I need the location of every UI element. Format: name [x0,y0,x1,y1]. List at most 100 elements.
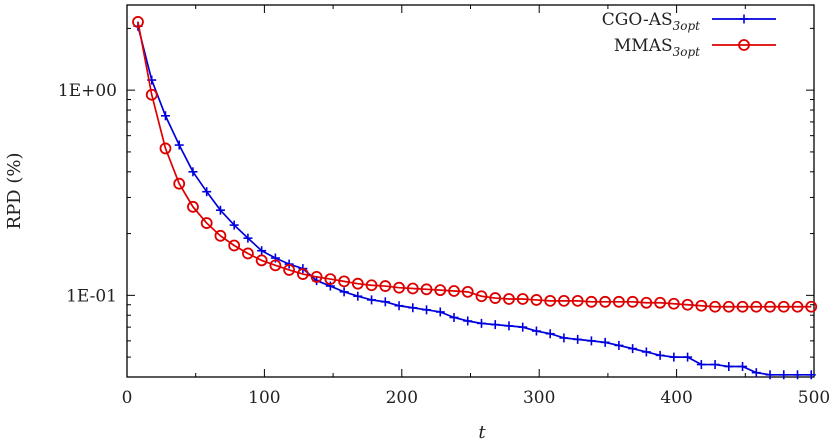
point-cgo-as-6 [215,205,225,215]
point-mmas-43 [722,300,735,313]
point-mmas-29 [530,294,543,306]
point-mmas-40 [681,298,694,311]
point-mmas-42 [709,300,721,313]
point-mmas-12 [296,268,309,280]
point-cgo-as-24 [463,316,473,326]
point-mmas-34 [599,295,612,308]
point-cgo-as-30 [545,329,555,339]
point-mmas-26 [489,292,502,304]
x-tick-label-0: 0 [122,388,133,408]
point-mmas-45 [750,300,763,313]
point-cgo-as-38 [655,350,665,360]
point-mmas-15 [338,275,350,288]
point-cgo-as-15 [339,287,349,297]
x-axis-label: t [478,422,486,443]
point-cgo-as-32 [573,334,583,344]
point-cgo-as-44 [738,362,748,372]
point-mmas-39 [667,297,680,310]
point-cgo-as-41 [696,360,706,370]
point-mmas-21 [420,283,433,296]
point-cgo-as-8 [243,233,253,243]
point-cgo-as-23 [449,312,459,322]
point-mmas-8 [242,247,254,260]
point-mmas-48 [791,300,804,313]
point-mmas-10 [269,259,282,272]
point-cgo-as-42 [710,360,720,370]
point-mmas-1 [145,88,158,101]
point-mmas-22 [434,284,447,297]
point-cgo-as-16 [353,291,363,301]
point-mmas-19 [393,281,405,294]
point-cgo-as-19 [394,301,404,311]
point-cgo-as-40 [683,352,693,362]
legend: CGO-AS3opt MMAS3opt [602,10,776,59]
point-mmas-9 [255,254,268,267]
point-mmas-3 [173,177,186,190]
point-mmas-17 [365,279,378,292]
point-cgo-as-27 [504,321,514,331]
point-cgo-as-39 [669,352,679,362]
point-mmas-33 [585,295,598,308]
point-cgo-as-7 [229,220,239,230]
point-mmas-35 [612,295,625,308]
point-mmas-47 [777,300,790,313]
x-tick-label-100: 100 [248,388,280,408]
point-mmas-31 [558,294,570,307]
point-mmas-16 [351,277,364,290]
point-mmas-13 [310,270,323,283]
point-mmas-24 [461,285,474,298]
x-tick-label-500: 500 [798,388,830,408]
legend-name-cgo-as: CGO-AS [602,10,673,30]
legend-sub-mmas: 3opt [673,45,701,59]
point-mmas-23 [448,285,460,297]
point-cgo-as-47 [779,370,789,380]
x-tick-label-300: 300 [523,388,555,408]
y-tick-label-0: 1E+00 [58,81,117,101]
point-cgo-as-36 [628,344,638,354]
point-cgo-as-2 [160,111,170,121]
point-cgo-as-29 [531,326,541,336]
series-line-cgo-as [137,25,812,376]
series-line-mmas [137,21,812,308]
point-mmas-7 [228,239,241,252]
point-cgo-as-46 [765,370,775,380]
legend-sample-cgo-as [712,14,776,24]
point-cgo-as-22 [435,307,445,317]
x-tick-label-200: 200 [386,388,418,408]
legend-label-cgo-as: CGO-AS3opt [602,10,700,33]
point-cgo-as-18 [380,297,390,307]
point-mmas-5 [200,217,213,229]
series-mmas [132,16,818,313]
point-mmas-2 [159,142,172,155]
legend-marker-mmas [738,39,750,51]
point-mmas-11 [283,264,296,276]
series-cgo-as [133,21,816,380]
point-cgo-as-45 [751,368,761,378]
legend-label-mmas: MMAS3opt [614,36,700,59]
point-cgo-as-26 [490,320,500,330]
point-mmas-27 [503,293,515,305]
point-cgo-as-48 [793,370,803,380]
point-cgo-as-28 [518,322,528,332]
point-mmas-4 [187,200,199,213]
point-cgo-as-25 [476,318,486,328]
point-mmas-38 [654,296,667,309]
y-axis-label: RPD (%) [4,153,25,230]
point-cgo-as-34 [600,337,610,347]
point-mmas-14 [324,273,337,285]
point-mmas-18 [379,280,392,292]
point-mmas-32 [571,294,584,307]
point-mmas-25 [475,290,488,303]
point-cgo-as-4 [188,167,198,177]
point-mmas-46 [764,300,776,313]
point-cgo-as-35 [614,340,624,350]
point-cgo-as-3 [174,140,184,150]
point-mmas-28 [516,293,529,305]
y-tick-label-1: 1E-01 [66,286,117,306]
series-layer [132,16,818,380]
point-mmas-6 [214,229,227,242]
point-mmas-37 [640,296,653,309]
point-mmas-0 [132,16,144,28]
